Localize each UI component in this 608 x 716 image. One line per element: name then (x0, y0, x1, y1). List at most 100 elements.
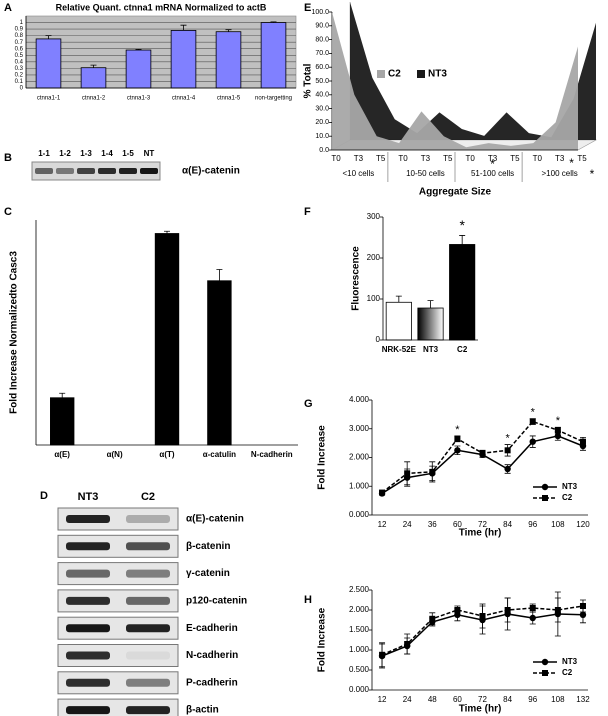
x-tick-label: NT3 (423, 345, 439, 354)
marker (529, 614, 536, 622)
y-axis-label: Fold Increase (317, 607, 328, 672)
x-tick-label: NRK-52E (382, 345, 417, 354)
blot-image (57, 616, 179, 640)
bar (154, 233, 180, 446)
band (66, 624, 110, 633)
x-tick-label: α(T) (159, 450, 174, 459)
lane-label: NT (144, 149, 155, 158)
x-tick-label: 24 (403, 520, 412, 529)
marker (454, 447, 461, 454)
y-tick-label: 30.0 (315, 105, 329, 112)
band (126, 542, 170, 551)
x-tick-label: T3 (488, 154, 498, 163)
band (98, 168, 116, 174)
y-tick-label: 10.0 (315, 133, 329, 140)
annotation: * (505, 432, 510, 444)
y-tick-label: 0.0 (319, 147, 329, 154)
marker (429, 468, 436, 475)
y-tick-label: 2.000 (349, 605, 370, 614)
band (66, 678, 110, 687)
y-tick-label: 1.000 (349, 481, 370, 490)
blot-label: β-catenin (186, 541, 230, 552)
x-axis-label: Time (hr) (459, 704, 502, 715)
x-tick-label: T3 (421, 154, 431, 163)
lane-label: 1-3 (80, 149, 92, 158)
x-tick-label: 96 (528, 695, 537, 704)
legend-marker (542, 670, 548, 676)
error-bar (216, 269, 223, 281)
y-tick-label: 0 (20, 86, 24, 92)
x-tick-label: 12 (378, 520, 387, 529)
group-label: >100 cells (542, 169, 578, 178)
marker (529, 438, 536, 445)
x-tick-label: ctnna1-4 (172, 96, 196, 102)
band (126, 706, 170, 715)
chart-title: Relative Quant. ctnna1 mRNA Normalized t… (56, 2, 267, 12)
y-tick-label: 1.500 (349, 625, 370, 634)
y-tick-label: 3.000 (349, 424, 370, 433)
x-tick-label: T3 (555, 154, 565, 163)
y-tick-label: 2.500 (349, 585, 370, 594)
blot-image (57, 534, 179, 558)
blot-label: β-actin (186, 705, 219, 716)
y-tick-label: 0.5 (15, 53, 24, 59)
band (66, 596, 110, 605)
error-bar (164, 230, 170, 234)
blot-label: E-cadherin (186, 623, 238, 634)
x-tick-label: T0 (331, 154, 341, 163)
band (66, 569, 110, 578)
legend-swatch (377, 70, 385, 78)
marker (504, 465, 511, 473)
x-tick-label: 12 (378, 695, 387, 704)
blot-image (57, 589, 179, 613)
marker (554, 607, 561, 613)
marker (429, 615, 436, 622)
marker (579, 603, 586, 609)
blot-label: γ-catenin (186, 568, 230, 579)
legend-swatch (417, 70, 425, 78)
band (126, 596, 170, 605)
y-axis-label: Fluorescence (351, 246, 362, 311)
x-tick-label: T5 (376, 154, 386, 163)
y-tick-label: 40.0 (315, 92, 329, 99)
bar (80, 67, 107, 89)
y-axis-label: Fold Increase Normalizedto Casc3 (9, 251, 20, 414)
error-bar (270, 21, 277, 23)
panel-label: E (304, 2, 311, 14)
error-bar (180, 24, 187, 31)
y-tick-label: 60.0 (315, 64, 329, 71)
y-tick-label: 0 (376, 335, 381, 344)
panel-label: A (4, 2, 12, 14)
x-tick-label: T0 (398, 154, 408, 163)
bar (215, 31, 242, 89)
bar (417, 307, 444, 341)
x-tick-label: 60 (453, 695, 462, 704)
y-tick-label: 1.000 (349, 645, 370, 654)
y-tick-label: 0.500 (349, 665, 370, 674)
legend-marker (541, 658, 549, 666)
y-tick-label: 0.3 (15, 66, 24, 72)
y-tick-label: 0.7 (15, 40, 24, 46)
error-bar (459, 235, 466, 245)
y-tick-label: 80.0 (315, 36, 329, 43)
x-tick-label: T5 (577, 154, 587, 163)
x-tick-label: 72 (478, 520, 487, 529)
marker (579, 611, 587, 618)
legend-label: NT3 (562, 657, 578, 666)
marker (579, 438, 586, 445)
error-bar (427, 300, 434, 309)
bar (35, 38, 62, 89)
lane-label: 1-1 (38, 149, 50, 158)
x-tick-label: ctnna1-5 (217, 96, 241, 102)
x-tick-label: ctnna1-3 (127, 96, 151, 102)
blot-label: α(E)-catenin (182, 166, 240, 177)
error-bar (225, 29, 232, 32)
panel-label: H (304, 594, 312, 606)
bar (125, 49, 152, 89)
y-tick-label: 90.0 (315, 23, 329, 30)
y-tick-label: 0.000 (349, 510, 370, 519)
y-tick-label: 2.000 (349, 453, 370, 462)
x-axis-label: Time (hr) (459, 528, 502, 539)
marker (554, 427, 561, 434)
